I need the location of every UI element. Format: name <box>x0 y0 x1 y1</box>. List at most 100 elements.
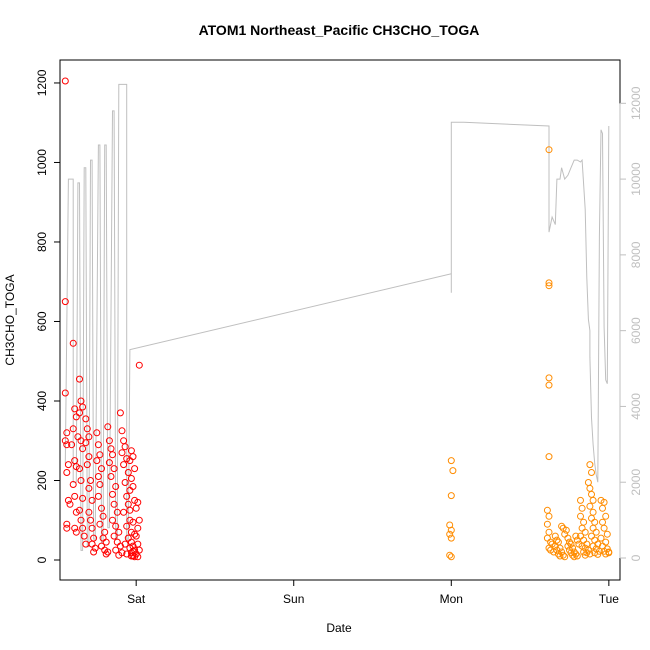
data-point <box>87 516 94 524</box>
data-point <box>90 548 98 556</box>
data-point <box>588 514 595 522</box>
data-point <box>556 552 564 560</box>
data-point <box>599 518 606 526</box>
data-point <box>602 538 610 546</box>
data-point <box>562 526 570 534</box>
data-point <box>554 550 562 558</box>
data-point <box>545 374 553 382</box>
data-point <box>126 457 134 465</box>
data-point <box>107 473 115 480</box>
data-point <box>79 524 87 532</box>
data-point <box>66 500 74 508</box>
data-point <box>115 528 123 536</box>
data-point <box>76 409 83 417</box>
data-point <box>447 526 455 534</box>
data-point <box>446 530 454 538</box>
data-point <box>134 524 142 532</box>
data-point <box>589 496 597 504</box>
data-point <box>104 423 112 431</box>
data-point <box>85 453 93 461</box>
data-point <box>132 504 140 512</box>
data-point <box>594 550 602 558</box>
data-point <box>83 461 91 469</box>
y-tick-label: 600 <box>35 311 49 331</box>
data-point <box>599 504 606 512</box>
data-point <box>447 553 455 561</box>
data-point <box>577 512 584 520</box>
data-point <box>566 538 573 546</box>
data-point <box>112 483 120 490</box>
data-point <box>581 551 589 559</box>
data-point <box>82 415 90 423</box>
data-point <box>64 461 72 469</box>
data-point <box>85 508 93 516</box>
data-point <box>109 490 116 498</box>
data-point <box>592 528 600 536</box>
data-point <box>561 530 569 538</box>
x-tick-label: Sat <box>127 592 146 606</box>
data-point <box>586 484 594 492</box>
data-point <box>121 443 129 451</box>
data-point <box>98 465 105 473</box>
data-point <box>88 496 96 504</box>
data-point <box>543 534 551 542</box>
data-point <box>564 534 572 542</box>
data-point <box>93 429 101 437</box>
data-point <box>88 524 96 532</box>
data-point <box>591 518 599 526</box>
x-tick-label: Mon <box>440 592 463 606</box>
data-point <box>602 512 610 520</box>
data-point <box>61 389 69 397</box>
data-point <box>82 439 90 447</box>
data-point <box>446 551 454 559</box>
data-point <box>126 486 134 494</box>
data-point <box>127 538 135 546</box>
data-point <box>63 429 71 437</box>
data-point <box>129 453 137 461</box>
data-point <box>545 282 553 290</box>
data-point <box>61 437 69 445</box>
data-point <box>553 546 561 554</box>
data-point <box>76 506 83 514</box>
data-point <box>591 536 599 544</box>
data-point <box>578 524 586 532</box>
data-point <box>120 437 128 445</box>
data-point <box>121 479 129 486</box>
y-tick-label: 400 <box>35 391 49 411</box>
data-point <box>74 433 82 441</box>
data-point <box>105 437 113 445</box>
data-point <box>124 469 132 476</box>
data-point <box>85 484 93 492</box>
data-point <box>545 544 553 552</box>
data-point <box>109 516 116 524</box>
data-point <box>551 532 559 540</box>
altitude-line <box>64 83 610 551</box>
data-point <box>102 550 110 558</box>
data-point <box>76 375 83 383</box>
data-point <box>91 544 99 552</box>
data-point <box>98 504 105 512</box>
data-point <box>118 449 126 457</box>
data-point <box>580 518 588 526</box>
data-point <box>94 492 102 500</box>
data-point <box>98 542 105 550</box>
chart-title: ATOM1 Northeast_Pacific CH3CHO_TOGA <box>199 22 480 38</box>
data-point <box>564 542 572 550</box>
data-point <box>131 465 139 473</box>
data-point <box>113 538 121 546</box>
data-point <box>543 520 551 528</box>
data-point <box>101 528 109 536</box>
data-point <box>123 492 131 500</box>
data-point <box>545 528 553 536</box>
y2-tick-label: 10000 <box>629 162 643 196</box>
data-point <box>127 475 135 482</box>
data-point <box>131 530 139 538</box>
data-point <box>104 548 112 556</box>
data-point <box>581 528 589 536</box>
data-point <box>76 465 83 473</box>
data-point <box>570 553 578 561</box>
data-point <box>77 516 85 524</box>
data-point <box>79 494 87 502</box>
data-point <box>572 532 580 540</box>
data-point <box>588 490 595 498</box>
